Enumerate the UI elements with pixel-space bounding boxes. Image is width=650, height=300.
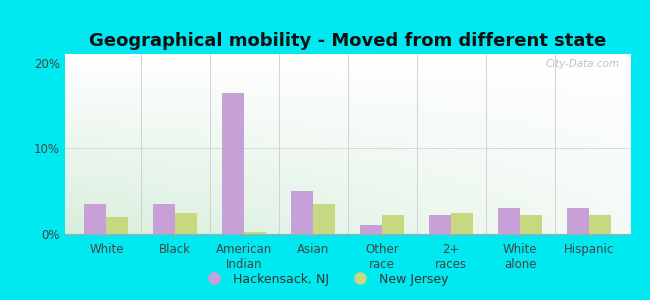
Bar (567, 208, 589, 234)
Bar (107, 217, 129, 234)
Legend: Hackensack, NJ, New Jersey: Hackensack, NJ, New Jersey (196, 268, 454, 291)
Bar (498, 208, 520, 234)
Bar (451, 213, 473, 234)
Text: City-Data.com: City-Data.com (545, 59, 619, 69)
Bar (244, 232, 266, 234)
Bar (84, 204, 107, 234)
Bar (429, 215, 451, 234)
Bar (589, 215, 611, 234)
Bar (222, 93, 244, 234)
Bar (382, 215, 404, 234)
Bar (153, 204, 176, 234)
Bar (313, 204, 335, 234)
Bar (176, 213, 198, 234)
Bar (291, 191, 313, 234)
Bar (360, 225, 382, 234)
Bar (520, 215, 542, 234)
Title: Geographical mobility - Moved from different state: Geographical mobility - Moved from diffe… (89, 32, 606, 50)
